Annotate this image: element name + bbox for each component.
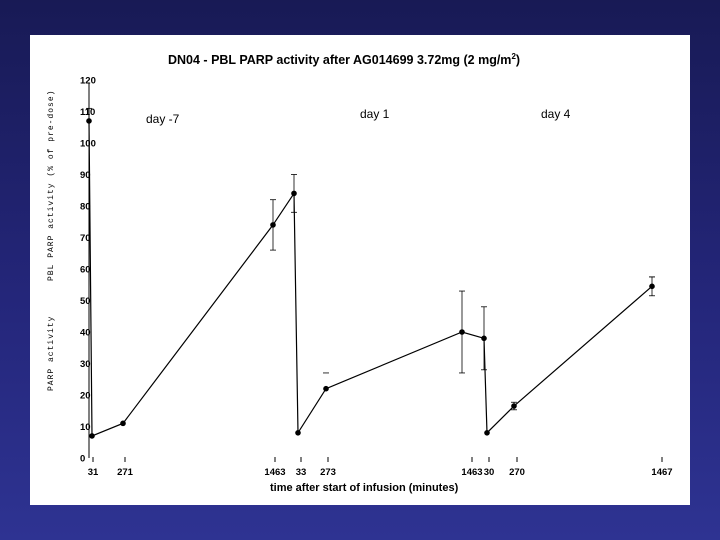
y-tick-label: 20 — [80, 391, 91, 402]
chart-slide: DN04 - PBL PARP activity after AG014699 … — [30, 35, 690, 505]
x-axis-label: time after start of infusion (minutes) — [270, 482, 459, 494]
data-point — [649, 283, 655, 290]
data-point — [323, 385, 329, 392]
data-point — [481, 335, 487, 342]
y-tick-label: 90 — [80, 170, 91, 181]
y-tick-label: 0 — [80, 454, 85, 465]
y-tick-labels: 0 10 20 30 40 50 60 70 80 90 100 110 120 — [80, 76, 96, 465]
y-tick-label: 120 — [80, 76, 96, 87]
x-tick-label: 31 — [88, 467, 99, 478]
data-point — [291, 190, 297, 197]
x-tick-label: 33 — [296, 467, 307, 478]
day-label-minus7: day -7 — [146, 112, 180, 126]
x-tick-label: 1463 — [461, 467, 482, 478]
data-point — [511, 403, 517, 409]
y-tick-label: 40 — [80, 328, 91, 339]
y-tick-label: 70 — [80, 233, 91, 244]
data-point — [295, 430, 301, 436]
x-tick-label: 271 — [117, 467, 134, 478]
data-point — [89, 433, 95, 439]
x-tick-label: 1467 — [651, 467, 672, 478]
chart-title: DN04 - PBL PARP activity after AG014699 … — [168, 52, 520, 67]
y-axis-label-bottom: PARP activity — [47, 316, 56, 391]
day-label-1: day 1 — [360, 107, 390, 121]
data-point — [484, 430, 490, 436]
y-tick-label: 50 — [80, 296, 91, 307]
x-tick-label: 273 — [320, 467, 336, 478]
data-point — [270, 222, 276, 228]
x-tick-label: 30 — [484, 467, 495, 478]
data-point — [86, 118, 92, 124]
y-axis-label-top: PBL PARP activity (% of pre-dose) — [47, 90, 56, 281]
data-point — [459, 329, 465, 335]
x-tick-labels: 31 271 1463 33 273 1463 30 270 1467 — [88, 457, 673, 478]
series-parp-activity — [86, 107, 655, 439]
day-label-4: day 4 — [541, 107, 571, 121]
parp-activity-chart: DN04 - PBL PARP activity after AG014699 … — [47, 52, 673, 494]
data-point — [120, 420, 126, 427]
x-tick-label: 270 — [509, 467, 525, 478]
x-tick-label: 1463 — [264, 467, 285, 478]
y-tick-label: 10 — [80, 422, 91, 433]
y-tick-label: 80 — [80, 202, 91, 213]
y-tick-label: 100 — [80, 139, 96, 150]
y-tick-label: 30 — [80, 359, 91, 370]
y-tick-label: 110 — [80, 107, 95, 118]
series-line — [88, 120, 653, 437]
y-tick-label: 60 — [80, 265, 91, 276]
